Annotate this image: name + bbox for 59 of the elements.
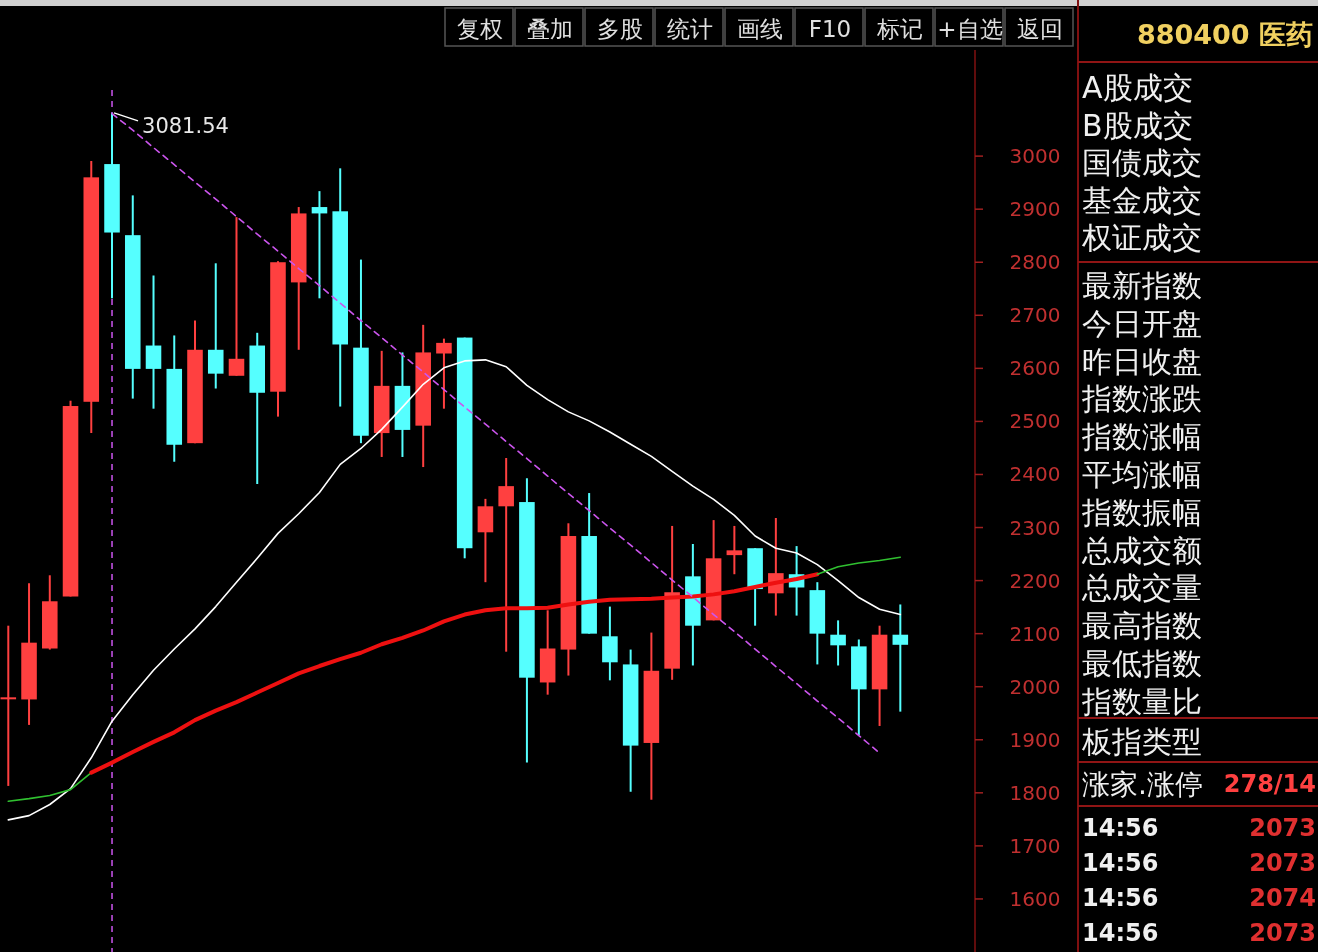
candlestick [436, 337, 452, 410]
text: 总成交量 [1081, 570, 1202, 606]
y-tick-label: 1900 [1009, 727, 1061, 752]
text: 昨日收盘 [1082, 343, 1202, 379]
y-tick-label: 2500 [1009, 409, 1061, 434]
text: 涨家.涨停 [1082, 768, 1203, 801]
text: 指数涨幅 [1081, 419, 1202, 455]
annotation: 3081.54 [142, 113, 229, 138]
y-tick-label: 1800 [1009, 780, 1061, 805]
text: 权证成交 [1081, 220, 1202, 255]
text: 板指类型 [1081, 724, 1202, 759]
text: 14:56 [1082, 884, 1159, 912]
candlestick [311, 190, 328, 300]
text: 指数涨跌 [1081, 381, 1202, 417]
text: 最高指数 [1082, 608, 1202, 644]
text: 指数振幅 [1081, 494, 1202, 530]
line-series [7, 771, 93, 803]
text: 2073 [1249, 849, 1316, 877]
y-tick-label: 2900 [1009, 197, 1061, 222]
line-series [7, 359, 902, 821]
y-tick-label: 2300 [1009, 515, 1061, 540]
text: 2073 [1249, 919, 1316, 947]
text: 2074 [1249, 884, 1316, 912]
text: 14:56 [1082, 814, 1159, 842]
text: 278/14 [1223, 770, 1316, 798]
candlestick [207, 262, 224, 390]
candlestick [498, 457, 514, 653]
y-tick-label: 2100 [1009, 621, 1061, 646]
y-tick-label: 3000 [1009, 144, 1061, 169]
text: 880400 医药 [1136, 19, 1313, 50]
text: 指数量比 [1081, 683, 1202, 719]
text: 今日开盘 [1082, 305, 1202, 341]
y-tick-label: 1700 [1009, 833, 1061, 858]
text: B股成交 [1082, 107, 1193, 143]
text: 14:56 [1082, 919, 1159, 947]
y-tick-label: 2700 [1009, 303, 1061, 328]
text: 基金成交 [1082, 182, 1202, 218]
y-tick-label: 2200 [1009, 568, 1061, 593]
candlestick [228, 216, 245, 377]
line-series [89, 572, 820, 775]
line-series [816, 556, 902, 576]
candlestick [0, 624, 17, 787]
text: 2073 [1249, 814, 1316, 842]
text: 平均涨幅 [1082, 457, 1202, 492]
y-tick-label: 2600 [1009, 356, 1061, 381]
text: 总成交额 [1081, 532, 1202, 568]
candlestick [145, 274, 162, 410]
y-tick-label: 2400 [1009, 462, 1061, 487]
candlestick [830, 619, 846, 667]
text: 最新指数 [1082, 268, 1202, 303]
text: A股成交 [1082, 70, 1193, 105]
y-tick-label: 2800 [1009, 250, 1061, 275]
y-tick-label: 1600 [1009, 886, 1061, 911]
candlestick [892, 603, 909, 713]
text: 国债成交 [1082, 145, 1202, 180]
text: 最低指数 [1082, 646, 1202, 681]
text: 14:56 [1082, 849, 1159, 877]
y-tick-label: 2000 [1009, 674, 1061, 699]
candlestick [726, 524, 743, 576]
